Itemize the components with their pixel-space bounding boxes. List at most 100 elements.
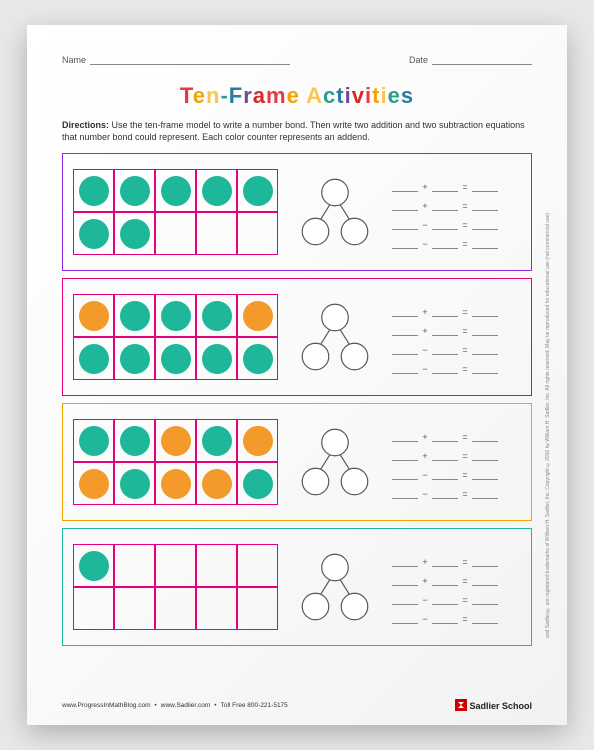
ten-frame-cell	[196, 462, 237, 505]
blank[interactable]	[392, 558, 418, 567]
blank[interactable]	[432, 452, 458, 461]
ten-frame-cell	[237, 544, 278, 587]
blank[interactable]	[432, 221, 458, 230]
blank[interactable]	[432, 240, 458, 249]
equation-line[interactable]: −=	[392, 364, 521, 374]
blank[interactable]	[432, 558, 458, 567]
equals: =	[461, 451, 469, 461]
equation-line[interactable]: −=	[392, 614, 521, 624]
counter	[120, 176, 150, 206]
blank[interactable]	[472, 221, 498, 230]
ten-frame-cell	[155, 337, 196, 380]
blank[interactable]	[392, 327, 418, 336]
number-bond[interactable]	[296, 173, 374, 251]
equation-line[interactable]: +=	[392, 557, 521, 567]
date-field[interactable]: Date	[409, 55, 532, 65]
blank[interactable]	[392, 202, 418, 211]
counter	[79, 176, 109, 206]
blank[interactable]	[432, 308, 458, 317]
operator: −	[421, 364, 429, 374]
name-field[interactable]: Name	[62, 55, 290, 65]
equation-line[interactable]: −=	[392, 489, 521, 499]
blank[interactable]	[392, 452, 418, 461]
blank[interactable]	[472, 202, 498, 211]
counter	[202, 301, 232, 331]
blank[interactable]	[392, 240, 418, 249]
equation-line[interactable]: −=	[392, 470, 521, 480]
blank[interactable]	[432, 365, 458, 374]
equals: =	[461, 489, 469, 499]
equation-line[interactable]: +=	[392, 326, 521, 336]
equation-line[interactable]: +=	[392, 576, 521, 586]
blank[interactable]	[472, 433, 498, 442]
blank[interactable]	[472, 471, 498, 480]
equation-line[interactable]: −=	[392, 239, 521, 249]
blank[interactable]	[392, 433, 418, 442]
blank[interactable]	[472, 615, 498, 624]
blank[interactable]	[392, 490, 418, 499]
blank[interactable]	[392, 221, 418, 230]
equation-line[interactable]: +=	[392, 201, 521, 211]
operator: +	[421, 557, 429, 567]
footer-phone: Toll Free 800-221-5175	[221, 702, 288, 709]
counter	[79, 344, 109, 374]
ten-frame-cell	[73, 544, 114, 587]
blank[interactable]	[392, 346, 418, 355]
blank[interactable]	[472, 577, 498, 586]
blank[interactable]	[432, 471, 458, 480]
number-bond[interactable]	[296, 423, 374, 501]
equation-line[interactable]: +=	[392, 451, 521, 461]
ten-frame-cell	[73, 462, 114, 505]
blank[interactable]	[472, 327, 498, 336]
blank[interactable]	[432, 346, 458, 355]
blank[interactable]	[392, 365, 418, 374]
blank[interactable]	[472, 596, 498, 605]
counter	[161, 344, 191, 374]
blank[interactable]	[392, 471, 418, 480]
operator: −	[421, 595, 429, 605]
activity-row: += += −= −=	[62, 278, 532, 396]
ten-frame-cell	[196, 294, 237, 337]
ten-frame-cell	[196, 544, 237, 587]
blank[interactable]	[392, 183, 418, 192]
number-bond[interactable]	[296, 548, 374, 626]
equation-line[interactable]: +=	[392, 182, 521, 192]
blank[interactable]	[392, 615, 418, 624]
dot: •	[155, 702, 157, 709]
blank[interactable]	[472, 240, 498, 249]
blank[interactable]	[472, 452, 498, 461]
blank[interactable]	[432, 490, 458, 499]
blank[interactable]	[472, 490, 498, 499]
ten-frame-cell	[114, 337, 155, 380]
blank[interactable]	[392, 308, 418, 317]
blank[interactable]	[432, 327, 458, 336]
equations: += += −= −=	[392, 176, 521, 249]
blank[interactable]	[472, 365, 498, 374]
counter	[161, 426, 191, 456]
blank[interactable]	[472, 346, 498, 355]
equation-line[interactable]: −=	[392, 220, 521, 230]
counter	[243, 426, 273, 456]
blank[interactable]	[432, 615, 458, 624]
number-bond[interactable]	[296, 298, 374, 376]
blank[interactable]	[432, 183, 458, 192]
blank[interactable]	[432, 433, 458, 442]
equation-line[interactable]: −=	[392, 345, 521, 355]
blank[interactable]	[392, 577, 418, 586]
counter	[120, 469, 150, 499]
date-line[interactable]	[432, 55, 532, 65]
name-line[interactable]	[90, 55, 290, 65]
equation-line[interactable]: +=	[392, 307, 521, 317]
blank[interactable]	[432, 202, 458, 211]
blank[interactable]	[472, 558, 498, 567]
operator: +	[421, 432, 429, 442]
equation-line[interactable]: −=	[392, 595, 521, 605]
ten-frame-cell	[237, 337, 278, 380]
blank[interactable]	[472, 183, 498, 192]
blank[interactable]	[472, 308, 498, 317]
equation-line[interactable]: +=	[392, 432, 521, 442]
blank[interactable]	[432, 577, 458, 586]
blank[interactable]	[392, 596, 418, 605]
dot: •	[214, 702, 216, 709]
blank[interactable]	[432, 596, 458, 605]
